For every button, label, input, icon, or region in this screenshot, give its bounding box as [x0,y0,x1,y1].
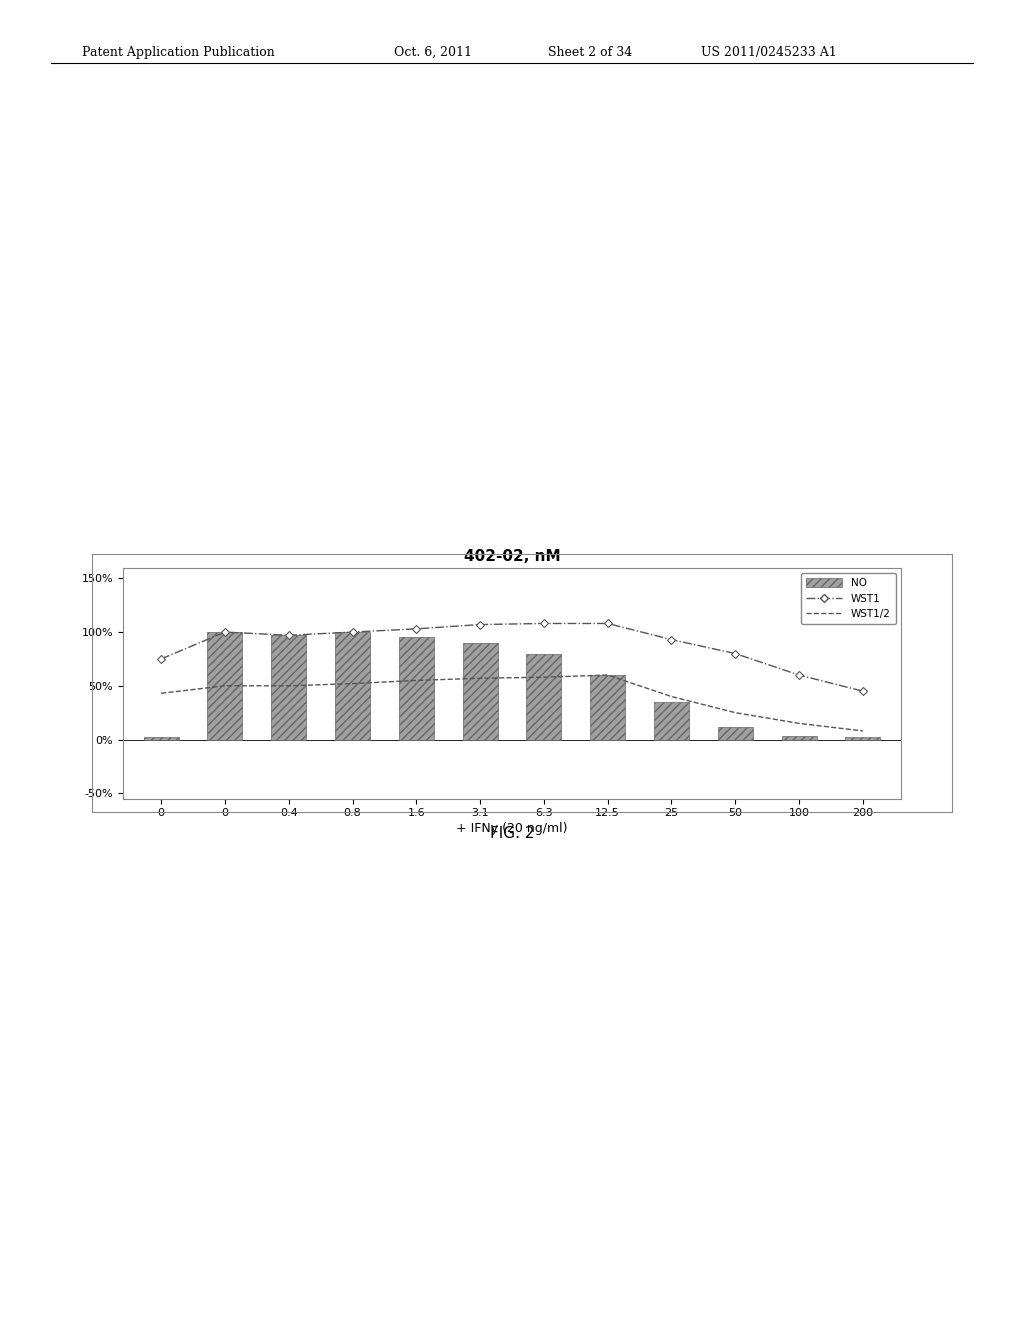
Bar [398,638,434,739]
Bar [271,635,306,739]
Text: US 2011/0245233 A1: US 2011/0245233 A1 [701,46,838,59]
X-axis label: + IFNy (20 ng/ml): + IFNy (20 ng/ml) [457,822,567,836]
Bar [590,675,626,739]
Bar [526,653,561,739]
Bar [845,738,881,739]
Bar [208,632,243,739]
Bar [654,702,689,739]
Text: FIG. 2: FIG. 2 [489,826,535,841]
Bar [335,632,370,739]
Legend: NO, WST1, WST1/2: NO, WST1, WST1/2 [801,573,896,624]
Bar [463,643,498,739]
Text: Patent Application Publication: Patent Application Publication [82,46,274,59]
Bar [781,737,816,739]
Text: Sheet 2 of 34: Sheet 2 of 34 [548,46,632,59]
Title: 402-02, nM: 402-02, nM [464,549,560,564]
Text: Oct. 6, 2011: Oct. 6, 2011 [394,46,472,59]
Bar [143,738,179,739]
Bar [718,726,753,739]
